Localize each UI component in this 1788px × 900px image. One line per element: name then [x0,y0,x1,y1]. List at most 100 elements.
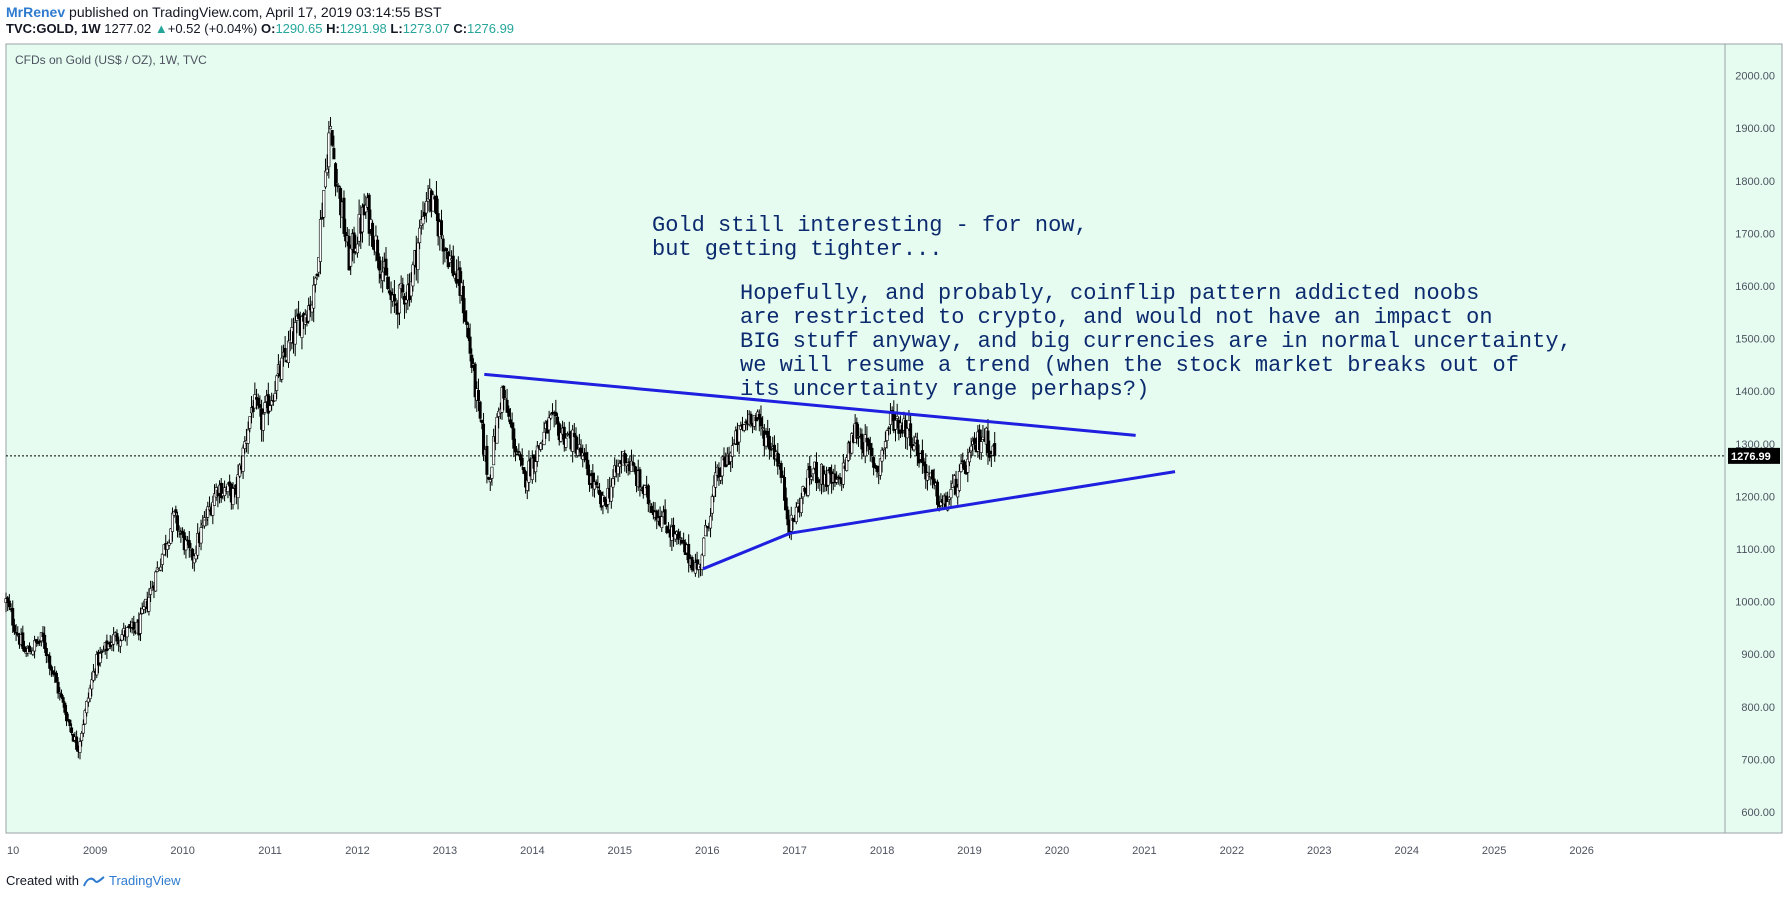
price-tick-label: 700.00 [1741,754,1775,766]
candle [535,445,539,462]
annotation-2-line-1: Hopefully, and probably, coinflip patter… [740,281,1479,306]
candle [70,727,74,733]
candle [355,243,359,254]
axis-labels: 600.00 700.00 800.00 900.00 1000.00 1100.00 12… [7,71,1775,857]
candle [90,679,94,690]
candle [912,445,916,451]
open-value: 1290.65 [275,21,323,36]
candle [88,687,92,699]
candle [61,697,65,703]
candle [630,460,634,472]
annotation-2-line-5: its uncertainty range perhaps?) [740,377,1149,402]
time-tick-label: 2026 [1569,845,1593,857]
candle [337,185,341,188]
candle [784,497,788,511]
candle [623,453,627,464]
candle [170,512,174,532]
candle [539,443,543,450]
trendline[interactable] [702,531,791,571]
candle [174,509,178,514]
candle [609,485,613,502]
annotation-2-line-4: we will resume a trend (when the stock m… [740,353,1519,378]
low-label: L: [390,21,403,36]
symbol-label: TVC:GOLD, 1W [6,21,101,36]
price-tick-label: 1300.00 [1735,439,1775,451]
candle [115,633,119,642]
candle [905,427,909,439]
candle [507,408,511,417]
close-value: 1276.99 [467,21,515,36]
low-value: 1273.07 [402,21,450,36]
candle [286,340,290,364]
price-tick-label: 1600.00 [1735,281,1775,293]
candle [930,469,934,480]
candle [742,424,746,431]
candle [202,517,206,527]
candle [332,148,336,160]
candle [571,429,575,452]
candle [38,640,42,643]
candle [794,506,798,522]
candle [814,461,818,484]
candle [660,516,664,528]
candle [443,247,447,249]
candle [349,248,353,267]
candle [397,284,401,314]
candle [251,405,255,412]
candle [781,475,785,477]
candle [418,227,422,243]
candle [779,462,783,478]
candle [75,736,79,750]
candle [179,533,183,535]
candle [473,363,477,398]
candle [34,639,38,643]
tradingview-logo-icon [83,875,105,886]
candle [421,216,425,225]
candle [478,401,482,419]
candle [524,471,528,488]
price-tick-label: 1000.00 [1735,597,1775,609]
annotation-1-line-2: but getting tighter... [652,237,942,262]
trendline[interactable] [790,470,1176,535]
candle [177,530,181,532]
candle [377,256,381,271]
tradingview-link[interactable]: TradingView [108,873,181,888]
candle [542,431,546,446]
candle [767,435,771,450]
price-axis-panel[interactable] [1724,43,1783,834]
up-arrow-icon: ▲ [154,21,168,36]
candle [318,219,322,262]
annotation-text-2: Hopefully, and probably, coinflip patter… [740,281,1572,402]
candle [860,433,864,450]
candle [468,336,472,354]
candle [16,633,20,636]
candle [83,710,87,725]
candle [7,600,11,608]
trendline-group[interactable] [484,372,1176,571]
price-tick-label: 1700.00 [1735,228,1775,240]
candle [783,477,787,501]
candle [503,397,507,400]
candle [808,465,812,479]
time-tick-label: 2022 [1220,845,1244,857]
candle [470,354,474,368]
author-link[interactable]: MrRenev [6,4,66,20]
candle [720,456,724,477]
candle [176,515,180,531]
candle [441,238,445,252]
candle [482,423,486,455]
last-price-tag-text: 1276.99 [1731,451,1771,463]
candle [534,461,538,473]
time-tick-label: 2013 [433,845,457,857]
annotation-2-line-3: BIG stuff anyway, and big currencies are… [740,329,1572,354]
candle-series [4,117,997,760]
candle [638,469,642,488]
candle [258,404,262,408]
candle [631,462,635,466]
candle [564,437,568,448]
candle [78,741,82,753]
candle [268,405,272,412]
trendline[interactable] [484,372,1136,437]
price-chart[interactable]: CFDs on Gold (US$ / OZ), 1W, TVC 600.00 7… [0,41,1788,866]
candle [371,222,375,247]
